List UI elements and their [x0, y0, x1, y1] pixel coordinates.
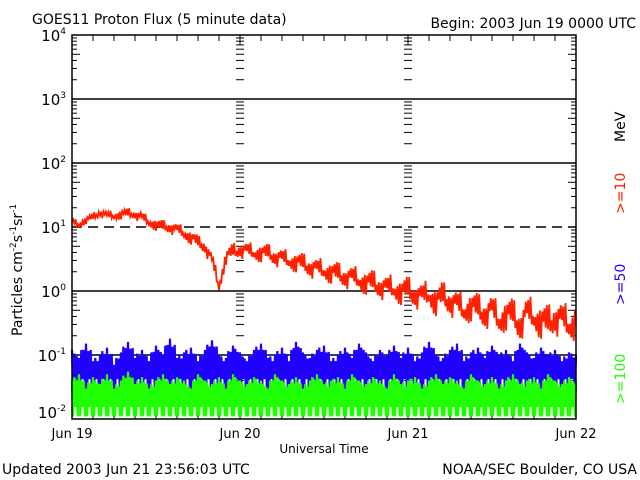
legend-ge50: >=50: [613, 264, 629, 305]
y-tick-label: 102: [41, 155, 66, 173]
y-axis-label: Particles cm-2s-1sr-1: [9, 204, 26, 336]
y-tick-labels: 104 103 102 101 100 10-1 10-2: [38, 27, 66, 422]
y-tick-label: 10-1: [38, 347, 66, 365]
x-tick-labels: Jun 19 Jun 20 Jun 21 Jun 22: [51, 427, 597, 442]
y-tick-label: 100: [41, 283, 66, 301]
begin-time: Begin: 2003 Jun 19 0000 UTC: [430, 16, 636, 32]
y-tick-label: 104: [41, 27, 66, 45]
legend-unit-mev: MeV: [613, 111, 629, 142]
plot-frame: [71, 34, 577, 420]
series-line-ge100: [70, 371, 578, 417]
x-tick-label: Jun 19: [51, 427, 93, 442]
x-tick-label: Jun 22: [555, 427, 597, 442]
x-tick-label: Jun 21: [387, 427, 429, 442]
chart-title: GOES11 Proton Flux (5 minute data): [32, 12, 287, 28]
y-tick-label: 10-2: [38, 404, 66, 422]
updated-time: Updated 2003 Jun 21 23:56:03 UTC: [2, 462, 250, 478]
x-axis-label: Universal Time: [279, 442, 368, 456]
source-credit: NOAA/SEC Boulder, CO USA: [442, 462, 637, 478]
data-series: [70, 206, 578, 417]
legend-ge100: >=100: [613, 354, 629, 404]
series-line-ge50: [70, 338, 578, 389]
x-tick-label: Jun 20: [219, 427, 261, 442]
grid-lines: [72, 98, 576, 356]
legend-ge10: >=10: [613, 173, 629, 214]
y-tick-label: 103: [41, 91, 66, 109]
y-tick-label: 101: [41, 219, 66, 237]
series-line-ge10: [71, 206, 577, 342]
